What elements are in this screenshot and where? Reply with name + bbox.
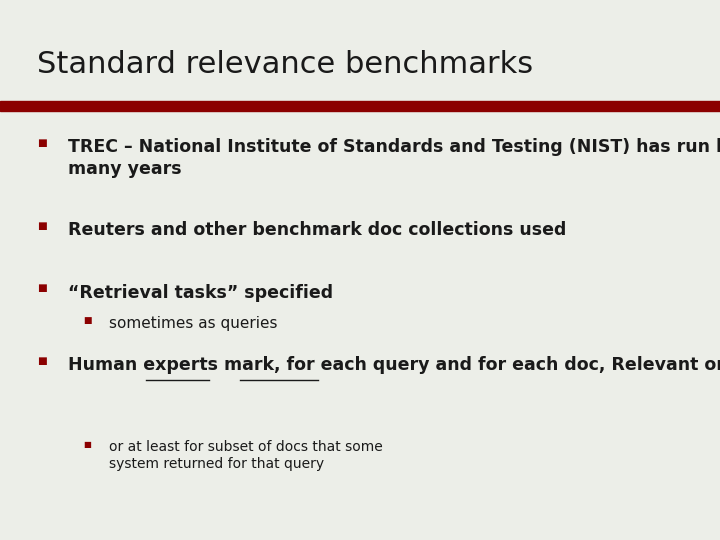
Text: Human experts mark, for each query and for each doc, Relevant or Irrelevant: Human experts mark, for each query and f…	[68, 356, 720, 374]
Text: TREC – National Institute of Standards and Testing (NIST) has run large IR testb: TREC – National Institute of Standards a…	[68, 138, 720, 178]
Text: or at least for subset of docs that some
system returned for that query: or at least for subset of docs that some…	[109, 440, 383, 471]
Text: ■: ■	[83, 440, 91, 449]
Text: ■: ■	[37, 221, 48, 232]
Text: Standard relevance benchmarks: Standard relevance benchmarks	[37, 50, 534, 79]
Text: sometimes as queries: sometimes as queries	[109, 316, 278, 331]
Text: ■: ■	[37, 284, 48, 294]
Text: ■: ■	[83, 316, 91, 325]
Bar	[0, 101, 720, 111]
Text: “Retrieval tasks” specified: “Retrieval tasks” specified	[68, 284, 333, 301]
Text: Reuters and other benchmark doc collections used: Reuters and other benchmark doc collecti…	[68, 221, 567, 239]
Text: ■: ■	[37, 138, 48, 148]
Text: ■: ■	[37, 356, 48, 367]
